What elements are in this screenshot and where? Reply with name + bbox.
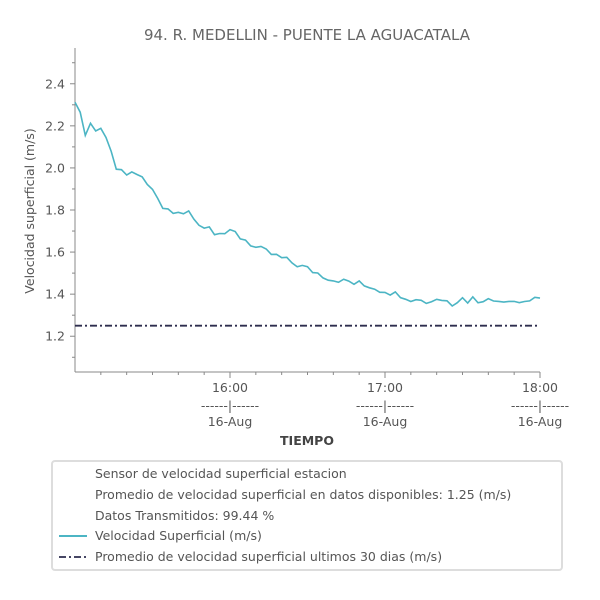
legend: Sensor de velocidad superficial estacion… [51, 460, 563, 571]
x-tick-date: 16-Aug [363, 414, 408, 429]
x-tick-time: 17:00 [367, 380, 403, 395]
axes [74, 48, 540, 373]
y-ticks: 1.2 1.4 1.6 1.8 2.0 2.2 2.4 [45, 62, 75, 358]
legend-text-transmitted: Datos Transmitidos: 99.44 % [95, 508, 275, 523]
x-tick-date: 16-Aug [518, 414, 563, 429]
y-tick-label: 1.8 [45, 203, 65, 218]
legend-text-sensor: Sensor de velocidad superficial estacion [95, 466, 347, 481]
legend-text-average-available: Promedio de velocidad superficial en dat… [95, 487, 512, 502]
y-tick-label: 2.4 [45, 76, 65, 91]
chart-title: 94. R. MEDELLIN - PUENTE LA AGUACATALA [144, 26, 471, 44]
x-tick-separator: ------|------ [356, 398, 414, 413]
y-tick-label: 2.0 [45, 160, 65, 175]
legend-text-monthly-average: Promedio de velocidad superficial ultimo… [95, 549, 443, 564]
legend-swatch-monthly-average [59, 556, 87, 558]
y-tick-label: 1.4 [45, 287, 65, 302]
x-tick-separator: ------|------ [201, 398, 259, 413]
y-tick-label: 2.2 [45, 118, 65, 133]
x-tick-time: 16:00 [212, 380, 248, 395]
legend-entry-monthly-average: Promedio de velocidad superficial ultimo… [53, 547, 561, 567]
legend-entry-velocity: Velocidad Superficial (m/s) [53, 526, 561, 546]
x-ticks: 16:00------|------16-Aug17:00------|----… [100, 372, 569, 429]
y-tick-label: 1.6 [45, 245, 65, 260]
x-tick-time: 18:00 [522, 380, 558, 395]
x-tick-separator: ------|------ [511, 398, 569, 413]
velocity-series-line [74, 101, 541, 308]
y-tick-label: 1.2 [45, 329, 65, 344]
x-axis-label: TIEMPO [280, 433, 334, 448]
legend-text-velocity: Velocidad Superficial (m/s) [95, 528, 262, 543]
plot-area [74, 101, 541, 327]
legend-swatch-velocity [59, 535, 87, 537]
y-axis-label: Velocidad superficial (m/s) [22, 128, 37, 293]
x-tick-date: 16-Aug [208, 414, 253, 429]
